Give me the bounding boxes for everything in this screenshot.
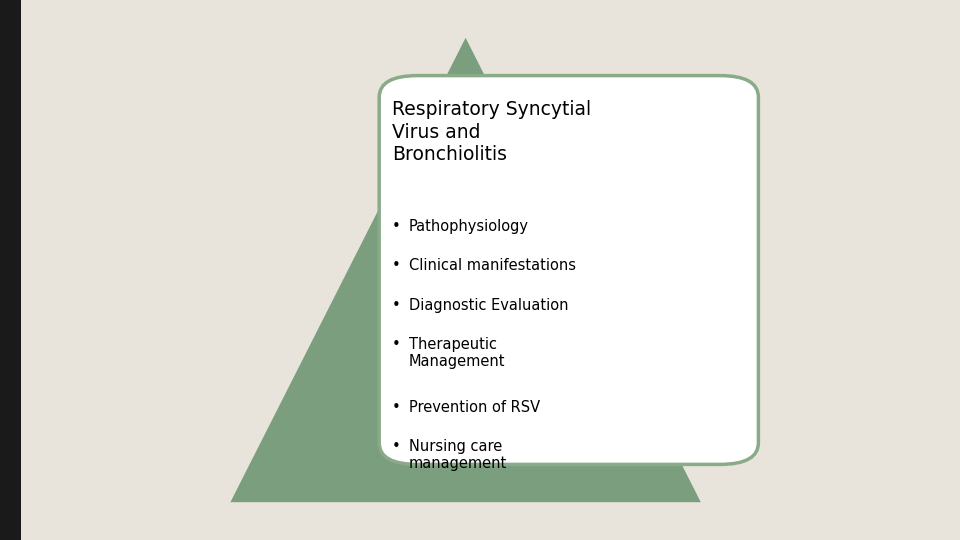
Polygon shape: [230, 38, 701, 502]
Text: •: •: [392, 440, 400, 455]
Text: •: •: [392, 337, 400, 352]
Text: •: •: [392, 219, 400, 234]
Text: Therapeutic
Management: Therapeutic Management: [409, 337, 506, 369]
Text: Diagnostic Evaluation: Diagnostic Evaluation: [409, 298, 568, 313]
Text: •: •: [392, 298, 400, 313]
Text: Respiratory Syncytial
Virus and
Bronchiolitis: Respiratory Syncytial Virus and Bronchio…: [392, 100, 590, 164]
Text: •: •: [392, 258, 400, 273]
Text: Pathophysiology: Pathophysiology: [409, 219, 529, 234]
Text: •: •: [392, 400, 400, 415]
Text: Nursing care
management: Nursing care management: [409, 440, 507, 471]
FancyBboxPatch shape: [379, 76, 758, 464]
Bar: [0, 0, 21, 540]
Text: Clinical manifestations: Clinical manifestations: [409, 258, 576, 273]
Text: Prevention of RSV: Prevention of RSV: [409, 400, 540, 415]
